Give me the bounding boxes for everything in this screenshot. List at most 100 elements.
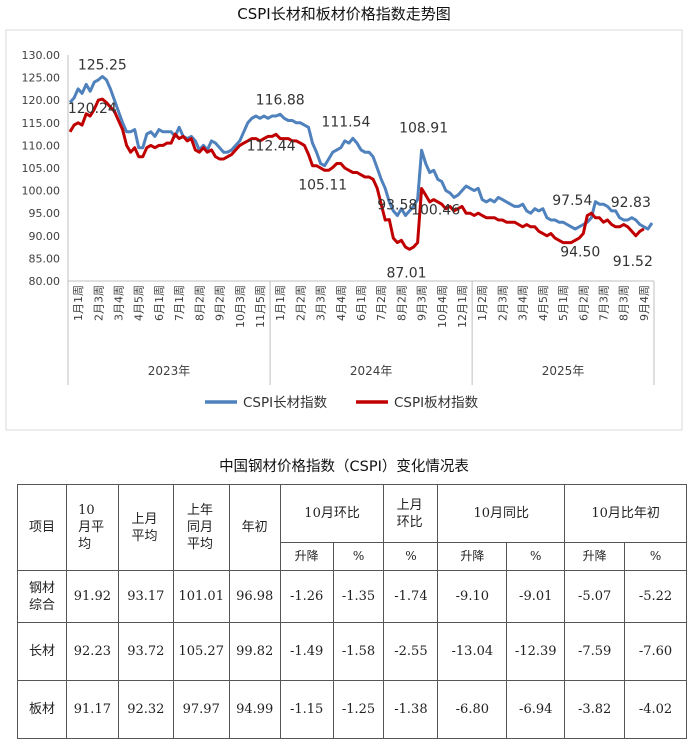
header-prev-mom: 上月环比 [396, 497, 423, 530]
x-tick-label: 6月2周 [577, 285, 590, 321]
data-label: 111.54 [321, 114, 370, 130]
cspi-change-table: 项目 10月平均 上月平均 上年同月平均 年初 10月环比 上月环比 10月同比… [17, 484, 687, 739]
line-chart: CSPI长材和板材价格指数走势图 80.00 85.00 90.00 95.00 100… [5, 5, 683, 431]
header-oct-avg: 10月平均 [78, 503, 105, 552]
cell: -7.59 [564, 622, 626, 681]
x-tick-label: 7月1周 [173, 285, 186, 321]
table-row: 板材 91.17 92.32 97.97 94.99 -1.15 -1.25 -… [17, 680, 687, 739]
cell: 99.82 [228, 622, 281, 681]
x-tick-label: 9月3周 [416, 285, 429, 321]
cell: -9.01 [506, 570, 566, 623]
header-last-year-avg: 上年同月平均 [186, 503, 213, 552]
year-label: 2023年 [148, 364, 191, 378]
x-tick-label: 3月4周 [517, 285, 530, 321]
subheader-change: 升降 [437, 542, 508, 571]
data-label: 94.50 [560, 245, 600, 261]
data-labels: 125.25 120.24 116.88 112.44 111.54 105.11 108.… [68, 57, 653, 281]
x-tick-label: 1月1周 [72, 285, 85, 321]
x-tick-label: 1月1周 [274, 285, 287, 321]
x-tick-label: 8月3周 [618, 285, 631, 321]
x-tick-label: 8月2周 [193, 285, 206, 321]
data-label: 91.52 [613, 254, 653, 270]
year-label: 2025年 [542, 364, 585, 378]
cell: -5.07 [564, 570, 626, 623]
x-tick-label: 2月3周 [92, 285, 105, 321]
data-label: 112.44 [247, 138, 296, 154]
cell: 96.98 [228, 570, 281, 623]
x-tick-label: 4月5周 [133, 285, 146, 321]
cell: -1.25 [332, 680, 385, 739]
x-tick-label: 6月1周 [153, 285, 166, 321]
x-tick-label: 4月5周 [537, 285, 550, 321]
x-tick-label: 5月1周 [557, 285, 570, 321]
header-mom: 10月环比 [279, 484, 385, 543]
row-label: 长材 [17, 622, 67, 681]
x-tick-label: 3月3周 [315, 285, 328, 321]
table-row: 长材 92.23 93.72 105.27 99.82 -1.49 -1.58 … [17, 622, 687, 681]
header-vs-year-start: 10月比年初 [564, 484, 687, 543]
x-tick-label: 3月4周 [113, 285, 126, 321]
x-tick-label: 7月2周 [375, 285, 388, 321]
cell: -2.55 [383, 622, 439, 681]
x-tick-label: 7月3周 [597, 285, 610, 321]
cell: -6.94 [506, 680, 566, 739]
cell: -1.58 [332, 622, 385, 681]
x-tick-label: 11月5周 [254, 285, 267, 328]
cell: 93.72 [117, 622, 174, 681]
data-label: 125.25 [78, 57, 127, 73]
chart-title: CSPI长材和板材价格指数走势图 [237, 5, 450, 23]
cell: 94.99 [228, 680, 281, 739]
legend-label: CSPI长材指数 [243, 395, 328, 411]
y-tick-label: 130.00 [22, 49, 61, 62]
cell: -1.35 [332, 570, 385, 623]
cell: -1.26 [279, 570, 334, 623]
x-tick-label: 6月1周 [355, 285, 368, 321]
cell: -7.60 [624, 622, 687, 681]
y-tick-label: 90.00 [29, 230, 61, 243]
y-tick-label: 110.00 [22, 139, 61, 152]
data-label: 93.58 [377, 198, 417, 214]
cell: -4.02 [624, 680, 687, 739]
subheader-pct: % [332, 542, 385, 571]
x-tick-label: 8月2周 [395, 285, 408, 321]
x-axis: 1月1周 2月3周 3月4周 4月5周 6月1周 7月1周 8月2周 9月2周 10月3周 11月… [67, 280, 655, 385]
cell: 91.17 [65, 680, 119, 739]
x-tick-label: 4月4周 [335, 285, 348, 321]
x-tick-label: 2月2周 [294, 285, 307, 321]
data-label: 100.46 [411, 203, 460, 219]
cell: -1.49 [279, 622, 334, 681]
cell: 92.23 [65, 622, 119, 681]
data-label: 108.91 [399, 120, 448, 136]
cell: -1.38 [383, 680, 439, 739]
cell: -13.04 [437, 622, 508, 681]
y-tick-label: 115.00 [22, 117, 61, 130]
cell: -1.74 [383, 570, 439, 623]
header-year-start: 年初 [228, 484, 281, 571]
y-tick-label: 95.00 [29, 207, 61, 220]
x-tick-label: 12月1周 [456, 285, 469, 328]
y-tick-label: 80.00 [29, 275, 61, 288]
subheader-change: 升降 [279, 542, 334, 571]
y-axis: 80.00 85.00 90.00 95.00 100.00 105.00 110.00 11… [22, 49, 69, 288]
data-label: 105.11 [298, 178, 347, 194]
y-tick-label: 105.00 [22, 162, 61, 175]
chart-frame [5, 29, 683, 431]
cell: 92.32 [117, 680, 174, 739]
data-label: 87.01 [386, 265, 426, 281]
subheader-pct: % [506, 542, 566, 571]
subheader-pct: % [383, 542, 439, 571]
cell: -12.39 [506, 622, 566, 681]
y-tick-label: 85.00 [29, 252, 61, 265]
x-tick-label: 2月3周 [496, 285, 509, 321]
data-label: 92.83 [611, 195, 651, 211]
series-line-0 [68, 75, 654, 231]
cell: 105.27 [172, 622, 230, 681]
series-line-1 [68, 97, 645, 251]
cell: -9.10 [437, 570, 508, 623]
cell: -6.80 [437, 680, 508, 739]
y-tick-label: 120.00 [22, 94, 61, 107]
x-tick-label: 10月4周 [436, 285, 449, 328]
cell: -3.82 [564, 680, 626, 739]
cell: 97.97 [172, 680, 230, 739]
cell: 91.92 [65, 570, 119, 623]
